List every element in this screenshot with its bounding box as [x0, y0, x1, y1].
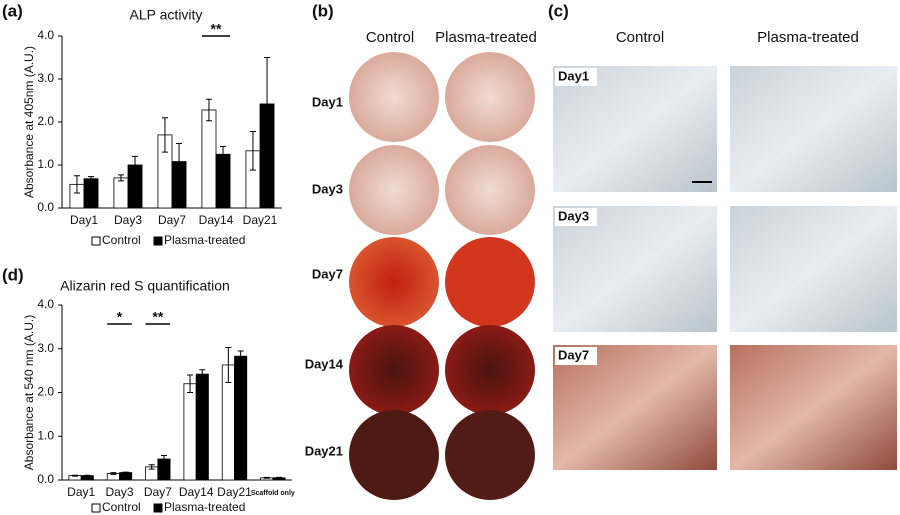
error-bar [132, 155, 139, 175]
x-tick-label: Day7 [158, 213, 186, 227]
y-tick-label: 2.0 [37, 114, 54, 128]
row-label: Day7 [312, 266, 343, 281]
row-label: Day3 [312, 181, 343, 196]
y-tick-label: 1.0 [37, 428, 54, 442]
legend-swatch [153, 236, 163, 246]
panel-label: (a) [2, 1, 23, 20]
bar [195, 373, 209, 481]
error-bar [122, 471, 129, 474]
x-tick-label: Day3 [114, 213, 142, 227]
column-header: Control [616, 29, 664, 46]
legend-swatch [153, 503, 163, 513]
error-bar [84, 474, 91, 477]
column-header: Plasma-treated [757, 29, 859, 46]
error-bar [161, 117, 168, 153]
panel-label: (c) [548, 1, 569, 20]
error-bar [199, 369, 206, 379]
row-label: Day1 [312, 94, 343, 109]
bar [234, 355, 248, 481]
y-axis-title: Absorbance at 540 nm (A.U.) [22, 315, 36, 470]
plates [349, 52, 535, 500]
error-bar [187, 374, 194, 393]
legend-label: Control [102, 233, 141, 247]
panel-label: (d) [2, 265, 24, 284]
error-bar [110, 472, 117, 475]
bar [201, 109, 217, 209]
legend-swatch [91, 503, 101, 513]
error-bar [264, 57, 271, 151]
bar [83, 178, 99, 209]
error-bar [275, 476, 282, 479]
x-tick-label: Day1 [70, 213, 98, 227]
row-label: Day3 [558, 208, 589, 223]
x-tick-label: Day21 [217, 485, 252, 499]
error-bar [220, 146, 227, 163]
panel-label: (b) [312, 1, 334, 20]
chart-title: Alizarin red S quantification [60, 278, 230, 294]
error-bar [225, 346, 232, 383]
error-bar [205, 98, 212, 122]
row-label: Day1 [558, 68, 589, 83]
row-label: Day21 [305, 443, 343, 458]
x-tick-label: Day3 [105, 485, 133, 499]
y-tick-label: 0.0 [37, 472, 54, 486]
column-header: Control [366, 29, 414, 46]
error-bar [117, 174, 124, 182]
row-label: Day7 [558, 347, 589, 362]
row-label: Day14 [305, 356, 344, 371]
error-bar [263, 476, 270, 479]
x-tick-label: Day1 [67, 485, 95, 499]
y-tick-label: 1.0 [37, 157, 54, 171]
legend-label: Plasma-treated [164, 500, 245, 514]
y-tick-label: 2.0 [37, 385, 54, 399]
error-bar [249, 130, 256, 171]
micrographs [553, 66, 897, 470]
y-tick-label: 3.0 [37, 341, 54, 355]
x-tick-label: Day14 [199, 213, 234, 227]
x-tick-label: Day21 [243, 213, 278, 227]
significance-label: * [117, 309, 123, 325]
bar [113, 177, 129, 209]
legend-swatch [91, 236, 101, 246]
bar [183, 383, 197, 481]
significance-label: ** [211, 21, 222, 37]
error-bar [160, 455, 167, 463]
bar [119, 472, 133, 481]
significance-label: ** [152, 309, 163, 325]
y-axis-title: Absorbance at 405nm (A.U.) [22, 46, 36, 198]
x-tick-label: Day14 [179, 485, 214, 499]
error-bar [176, 143, 183, 181]
chart-title: ALP activity [130, 7, 203, 23]
y-tick-label: 0.0 [37, 200, 54, 214]
error-bar [88, 176, 95, 182]
y-tick-label: 3.0 [37, 71, 54, 85]
x-tick-label: Day7 [144, 485, 172, 499]
error-bar [237, 350, 244, 362]
legend-label: Plasma-treated [164, 233, 245, 247]
x-tick-label: Scaffold only [251, 490, 295, 497]
error-bar [73, 175, 80, 194]
y-tick-label: 4.0 [37, 28, 54, 42]
error-bar [72, 474, 79, 477]
column-header: Plasma-treated [435, 29, 537, 46]
error-bar [148, 464, 155, 470]
y-tick-label: 4.0 [37, 297, 54, 311]
legend-label: Control [102, 500, 141, 514]
